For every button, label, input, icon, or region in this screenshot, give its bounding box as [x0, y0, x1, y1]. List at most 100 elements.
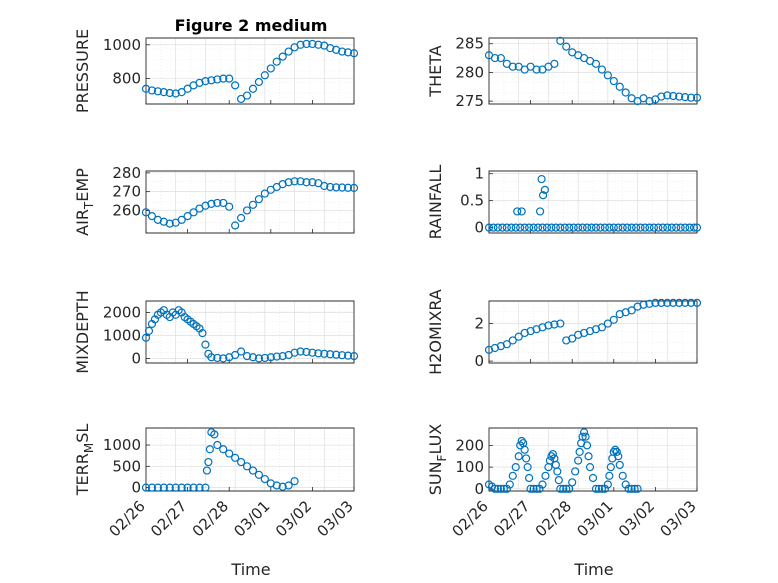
data-point [248, 200, 258, 209]
data-point [615, 82, 624, 91]
subplot-5: 0 1000 2000 MIXDEPTH [73, 290, 359, 374]
data-point [532, 484, 541, 493]
data-point [609, 76, 618, 86]
data-point [231, 453, 240, 462]
data-point [272, 352, 281, 361]
data-point [550, 59, 559, 68]
data-point [493, 484, 503, 493]
data-point [490, 484, 500, 493]
data-point [502, 340, 511, 349]
data-point [639, 300, 648, 309]
data-point [242, 352, 252, 361]
data-point [520, 445, 529, 454]
data-point [242, 91, 252, 100]
data-point [571, 467, 580, 476]
data-point [219, 198, 228, 208]
data-point [343, 48, 353, 57]
data-point [320, 349, 329, 358]
series-markers [484, 298, 702, 354]
figure-title: Figure 2 medium [175, 16, 328, 35]
data-point [332, 350, 341, 359]
data-point [645, 97, 654, 106]
data-point [587, 223, 596, 232]
data-point [627, 484, 636, 493]
data-point [508, 471, 517, 480]
axes-box [488, 300, 698, 364]
data-point [548, 449, 557, 459]
data-point [537, 174, 546, 184]
data-point [171, 483, 180, 492]
data-point [308, 178, 317, 187]
data-point [484, 223, 494, 232]
data-point [314, 349, 323, 358]
data-point [516, 223, 525, 232]
data-point [649, 223, 659, 232]
data-point [219, 354, 228, 363]
data-point [290, 348, 299, 357]
data-point [153, 483, 162, 492]
data-point [692, 93, 702, 102]
data-point [640, 223, 650, 232]
data-point [513, 207, 522, 216]
y-tick-label: 0 [131, 349, 141, 367]
data-point [559, 484, 568, 493]
data-point [596, 223, 605, 232]
subplot-2: 275 280 285 THETA [426, 35, 702, 110]
data-point [349, 183, 359, 193]
data-point [681, 298, 690, 307]
data-point [343, 351, 353, 360]
data-point [654, 223, 663, 232]
data-point [627, 306, 636, 315]
data-point [556, 484, 565, 493]
y-tick-label: 0 [474, 352, 484, 370]
data-point [189, 483, 198, 492]
data-point [525, 473, 534, 483]
data-point [686, 298, 696, 307]
data-point [686, 93, 696, 102]
data-point [657, 298, 666, 307]
data-point [517, 207, 526, 216]
x-tick-label: 02/27 [490, 497, 533, 540]
data-point [502, 223, 511, 232]
data-point [349, 49, 359, 58]
data-point [499, 484, 508, 493]
data-point [207, 76, 216, 85]
data-point [645, 223, 654, 232]
data-point [284, 178, 293, 187]
axes-box [145, 427, 355, 492]
data-point [236, 213, 246, 223]
data-point [296, 177, 305, 186]
data-point [675, 298, 684, 307]
data-point [204, 457, 213, 467]
data-point [242, 462, 252, 471]
series-markers [484, 174, 702, 232]
data-point [278, 352, 287, 361]
data-point [538, 480, 547, 489]
data-point [338, 183, 347, 192]
data-point [560, 223, 569, 232]
data-point [231, 350, 240, 360]
data-point [207, 199, 216, 208]
data-point [536, 207, 545, 216]
x-tick-label: 02/28 [532, 497, 575, 540]
data-point [514, 452, 523, 461]
data-point [141, 483, 151, 492]
data-point [514, 332, 523, 341]
data-point [669, 298, 678, 307]
data-point [692, 298, 702, 307]
data-point [609, 447, 618, 456]
data-point [681, 93, 690, 102]
x-tick-label: 03/03 [314, 497, 357, 540]
data-point [231, 81, 240, 90]
data-point [183, 211, 192, 221]
data-point [692, 223, 702, 232]
data-point [159, 88, 168, 97]
data-point [326, 44, 335, 53]
data-point [248, 84, 258, 93]
data-point [556, 319, 565, 328]
data-point [669, 91, 678, 101]
data-point [676, 223, 685, 232]
y-tick-label: 0 [474, 480, 484, 498]
y-tick-label: 2 [474, 315, 484, 333]
